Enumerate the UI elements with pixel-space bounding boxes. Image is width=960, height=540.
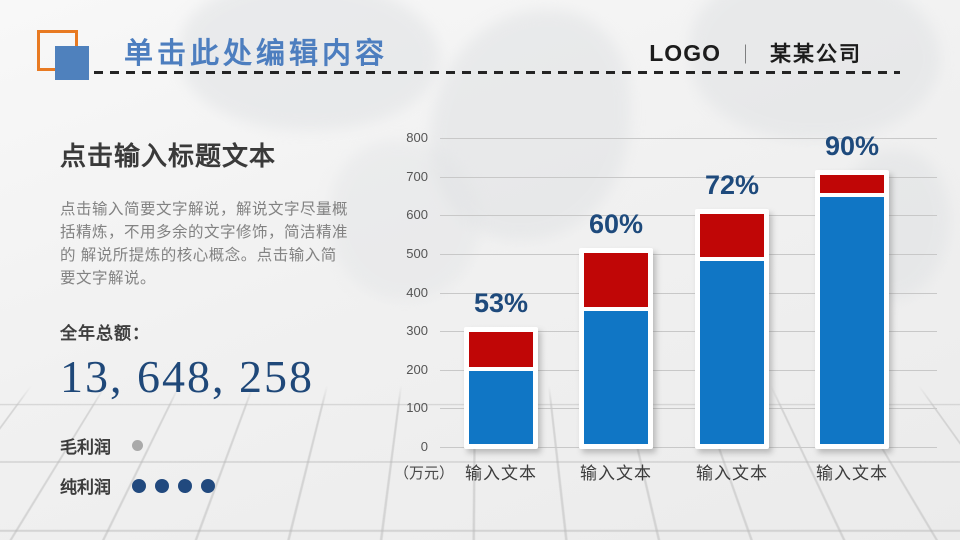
body-placeholder-text[interactable]: 点击输入简要文字解说，解说文字尽量概括精炼，不用多余的文字修饰，简洁精准的 解说… xyxy=(60,201,349,287)
legend-row: 毛利润 xyxy=(60,433,360,458)
legend-dot xyxy=(132,440,143,451)
bar-percent-label: 72% xyxy=(704,170,760,201)
bar-segment-blue xyxy=(820,196,884,444)
chart-gridline xyxy=(440,447,937,448)
y-axis-tick-label: 700 xyxy=(406,168,428,184)
bar-segment-blue xyxy=(584,310,648,444)
y-axis-tick-label: 500 xyxy=(406,245,428,261)
chart-gridline xyxy=(440,176,937,178)
y-axis-tick-label: 100 xyxy=(406,400,428,416)
chart-gridline xyxy=(440,253,937,255)
bar-segment-red xyxy=(584,252,648,307)
brand-area: LOGO ｜ 某某公司 xyxy=(649,38,862,68)
y-axis-tick-label: 600 xyxy=(406,207,428,223)
brand-divider: ｜ xyxy=(735,44,755,66)
y-axis-tick-label: 0 xyxy=(420,439,428,454)
chart-plot: 800 700 600 500 400 300 200 100 0 53% 60% 72% 90% xyxy=(406,130,937,454)
slide-title[interactable]: 单击此处编辑内容 xyxy=(124,38,389,70)
company-name: 某某公司 xyxy=(770,43,862,66)
annual-total-label: 全年总额： xyxy=(60,324,150,343)
section-heading[interactable]: 点击输入标题文本 xyxy=(60,141,277,171)
chart-gridline xyxy=(440,215,937,217)
bar-segment-blue xyxy=(700,260,764,444)
bar-segment-red xyxy=(469,331,533,367)
y-axis-tick-label: 200 xyxy=(406,361,428,377)
chart-gridline xyxy=(440,369,937,371)
stacked-bar[interactable] xyxy=(579,247,653,449)
bar-percent-label: 90% xyxy=(824,131,880,162)
stacked-bar[interactable] xyxy=(695,209,769,449)
y-axis-tick-label: 800 xyxy=(406,130,428,145)
stacked-bar[interactable] xyxy=(464,326,538,449)
dashed-divider xyxy=(94,71,900,74)
legend-row: 纯利润 xyxy=(60,473,360,498)
x-axis-category-label: 输入文本 xyxy=(816,464,888,483)
y-axis-unit-label: （万元） xyxy=(394,465,455,482)
bar-percent-label: 60% xyxy=(588,208,644,239)
y-axis-tick-label: 300 xyxy=(406,323,428,339)
profit-legend: 毛利润 纯利润 xyxy=(60,433,360,498)
chart-gridline xyxy=(440,331,937,333)
chart-gridline xyxy=(440,138,937,139)
legend-dot xyxy=(201,478,215,493)
bar-percent-label: 53% xyxy=(473,287,529,318)
bar-segment-red xyxy=(700,214,764,257)
annual-total-value: 13, 648, 258 xyxy=(60,351,314,402)
chart-gridline xyxy=(440,408,937,410)
left-text-panel: 点击输入标题文本 点击输入简要文字解说，解说文字尽量概括精炼，不用多余的文字修饰… xyxy=(60,136,360,513)
bar-chart[interactable]: 800 700 600 500 400 300 200 100 0 53% 60% 72% 90% （万… xyxy=(394,125,950,490)
bar-segment-blue xyxy=(469,370,533,444)
x-axis-category-label: 输入文本 xyxy=(580,464,652,483)
legend-dot xyxy=(132,478,146,493)
legend-label: 纯利润 xyxy=(60,478,111,497)
chart-gridline xyxy=(440,292,937,294)
legend-label: 毛利润 xyxy=(60,438,111,457)
x-axis-category-label: 输入文本 xyxy=(696,464,768,483)
world-map-decoration xyxy=(690,0,940,140)
world-map-decoration xyxy=(430,10,630,240)
x-axis-category-label: 输入文本 xyxy=(465,464,537,483)
bar-segment-red xyxy=(820,175,884,193)
legend-dot xyxy=(178,478,192,493)
world-map-decoration xyxy=(330,140,480,300)
legend-dot xyxy=(155,478,169,493)
world-map-decoration xyxy=(180,0,440,130)
logo-text: LOGO xyxy=(649,39,721,66)
blue-square-decoration xyxy=(55,46,89,80)
y-axis-tick-label: 400 xyxy=(406,284,428,300)
stacked-bar[interactable] xyxy=(815,170,889,449)
